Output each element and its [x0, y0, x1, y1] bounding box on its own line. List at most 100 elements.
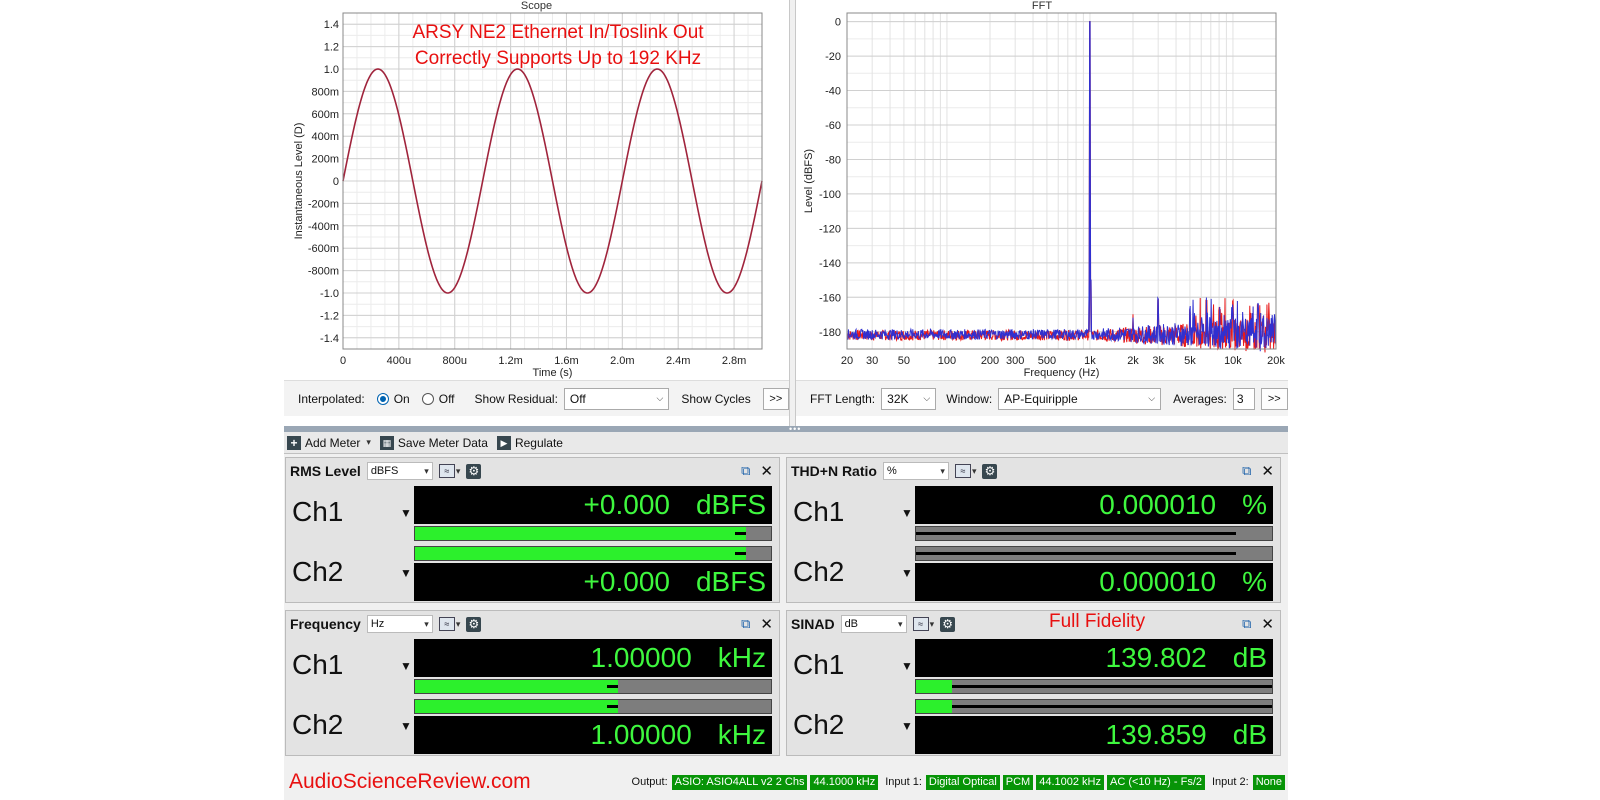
meter-unit-select[interactable]: Hz ▾ [366, 615, 433, 633]
chevron-down-icon: ▾ [366, 437, 371, 447]
channel-label: Ch1 [292, 496, 344, 527]
channel-dropdown-icon[interactable]: ▼ [400, 659, 412, 673]
input1-rate[interactable]: 44.1002 kHz [1036, 774, 1104, 790]
chevron-down-icon[interactable]: ▾ [929, 618, 935, 629]
meter-bar [414, 699, 772, 714]
meter-header-actions: ⧉ ✕ [1242, 462, 1274, 480]
meter-row-ch1: Ch1 ▼ 0.000010% [787, 486, 1280, 544]
graph-options-icon[interactable]: ≈ [954, 464, 971, 478]
radio-selected-icon [376, 393, 389, 406]
output-device[interactable]: ASIO: ASIO4ALL v2 2 Chs [671, 774, 808, 790]
fft-more-button[interactable]: >> [1260, 387, 1288, 410]
chevron-down-icon: ⌵ [1148, 393, 1156, 403]
meter-unit-select[interactable]: % ▾ [882, 462, 949, 480]
input1-device[interactable]: Digital Optical [925, 774, 1000, 790]
fft-x-tick-label: 300 [1006, 355, 1024, 367]
pop-out-icon[interactable]: ⧉ [741, 463, 751, 478]
fft-x-tick-label: 2k [1127, 355, 1139, 367]
meter-bar [915, 699, 1273, 714]
pop-out-icon[interactable]: ⧉ [1242, 463, 1252, 478]
fft-x-tick-label: 30 [866, 355, 878, 367]
chevron-down-icon[interactable]: ▾ [455, 618, 461, 629]
pop-out-icon[interactable]: ⧉ [1242, 616, 1252, 631]
fft-length-select[interactable]: 32K ⌵ [881, 387, 937, 410]
input1-label: Input 1: [885, 776, 922, 788]
channel-label: Ch1 [292, 649, 344, 680]
close-icon[interactable]: ✕ [760, 616, 773, 633]
meter-unit-select[interactable]: dB ▾ [840, 615, 907, 633]
meter-bar [915, 526, 1273, 541]
chevron-down-icon[interactable]: ▾ [971, 465, 977, 476]
save-table-icon: ▦ [379, 435, 394, 450]
input2-device[interactable]: None [1252, 774, 1285, 790]
meter-bar [414, 679, 772, 694]
meter-title: RMS Level [290, 463, 361, 479]
pop-out-icon[interactable]: ⧉ [741, 616, 751, 631]
fft-x-tick-label: 100 [938, 355, 956, 367]
meter-header: SINAD dB ▾ ≈ ▾ ⚙ [787, 611, 1280, 637]
meter-unit-select[interactable]: dBFS ▾ [366, 462, 433, 480]
channel-label: Ch1 [793, 649, 845, 680]
close-icon[interactable]: ✕ [760, 463, 773, 480]
meter-toolbar: + Add Meter ▾ ▦ Save Meter Data ▶ Regulate [284, 432, 1288, 454]
app-window: Scope 1.4 1.2 1.0 800m 600m 400m 200m 0 -200m -40… [284, 0, 1288, 800]
channel-label: Ch1 [793, 496, 845, 527]
gear-icon[interactable]: ⚙ [466, 616, 482, 632]
graph-options-icon[interactable]: ≈ [912, 617, 929, 631]
fft-x-tick-label: 1k [1084, 355, 1096, 367]
scope-y-tick-label: -200m [308, 198, 339, 210]
fft-x-tick-label: 10k [1224, 355, 1242, 367]
channel-label: Ch2 [793, 709, 845, 740]
gear-icon[interactable]: ⚙ [940, 616, 956, 632]
meter-title: SINAD [791, 616, 835, 632]
fft-x-tick-label: 500 [1038, 355, 1056, 367]
scope-x-axis-label: Time (s) [533, 367, 573, 379]
scope-y-tick-label: -800m [308, 266, 339, 278]
show-residual-select[interactable]: Off ⌵ [563, 387, 670, 410]
fft-y-tick-label: -140 [819, 258, 841, 270]
close-icon[interactable]: ✕ [1261, 463, 1274, 480]
status-bar: AudioScienceReview.com Output: ASIO: ASI… [284, 764, 1288, 800]
save-meter-data-button[interactable]: ▦ Save Meter Data [379, 435, 488, 450]
plus-icon: + [287, 435, 301, 450]
fft-x-tick-label: 5k [1184, 355, 1196, 367]
channel-dropdown-icon[interactable]: ▼ [901, 659, 913, 673]
chevron-down-icon: ▾ [940, 465, 945, 476]
chevron-down-icon[interactable]: ▾ [455, 465, 461, 476]
gear-icon[interactable]: ⚙ [982, 463, 998, 479]
meter-readout: 139.859 dB [915, 716, 1273, 754]
averages-input[interactable]: 3 [1232, 387, 1255, 410]
channel-dropdown-icon[interactable]: ▼ [400, 506, 412, 520]
fft-x-tick-label: 3k [1152, 355, 1164, 367]
radio-empty-icon [421, 393, 434, 406]
scope-chart[interactable]: 1.4 1.2 1.0 800m 600m 400m 200m 0 -200m -400m -600… [284, 0, 790, 380]
close-icon[interactable]: ✕ [1261, 616, 1274, 633]
input1-format[interactable]: PCM [1002, 774, 1034, 790]
channel-dropdown-icon[interactable]: ▼ [400, 566, 412, 580]
fft-chart[interactable]: 0 -20 -40 -60 -80 -100 -120 -140 -160 -180 20 30 50… [796, 0, 1289, 380]
graph-options-icon[interactable]: ≈ [438, 617, 455, 631]
fft-x-tick-label: 20 [841, 355, 853, 367]
meter-readout: +0.000 dBFS [414, 486, 772, 524]
meter-row-ch1: Ch1 ▼ +0.000 dBFS [286, 486, 779, 544]
input1-coupling[interactable]: AC (<10 Hz) - Fs/2 [1107, 774, 1205, 790]
interpolated-on-radio[interactable]: On [376, 392, 410, 406]
chevron-down-icon: ▾ [424, 465, 429, 476]
channel-dropdown-icon[interactable]: ▼ [400, 719, 412, 733]
regulate-button[interactable]: ▶ Regulate [496, 435, 563, 450]
output-rate[interactable]: 44.1000 kHz [810, 774, 879, 790]
chevron-down-icon: ▾ [898, 618, 903, 629]
window-select[interactable]: AP-Equiripple ⌵ [998, 387, 1162, 410]
gear-icon[interactable]: ⚙ [466, 463, 482, 479]
channel-label: Ch2 [292, 556, 344, 587]
interpolated-off-radio[interactable]: Off [421, 392, 455, 406]
channel-dropdown-icon[interactable]: ▼ [901, 719, 913, 733]
fft-y-tick-label: -80 [825, 154, 841, 166]
channel-dropdown-icon[interactable]: ▼ [901, 566, 913, 580]
graph-options-icon[interactable]: ≈ [438, 464, 455, 478]
scope-more-button[interactable]: >> [762, 387, 789, 410]
add-meter-button[interactable]: + Add Meter ▾ [287, 435, 371, 450]
meter-bar [414, 526, 772, 541]
panel-splitter[interactable]: ••• [284, 424, 1288, 434]
channel-dropdown-icon[interactable]: ▼ [901, 506, 913, 520]
